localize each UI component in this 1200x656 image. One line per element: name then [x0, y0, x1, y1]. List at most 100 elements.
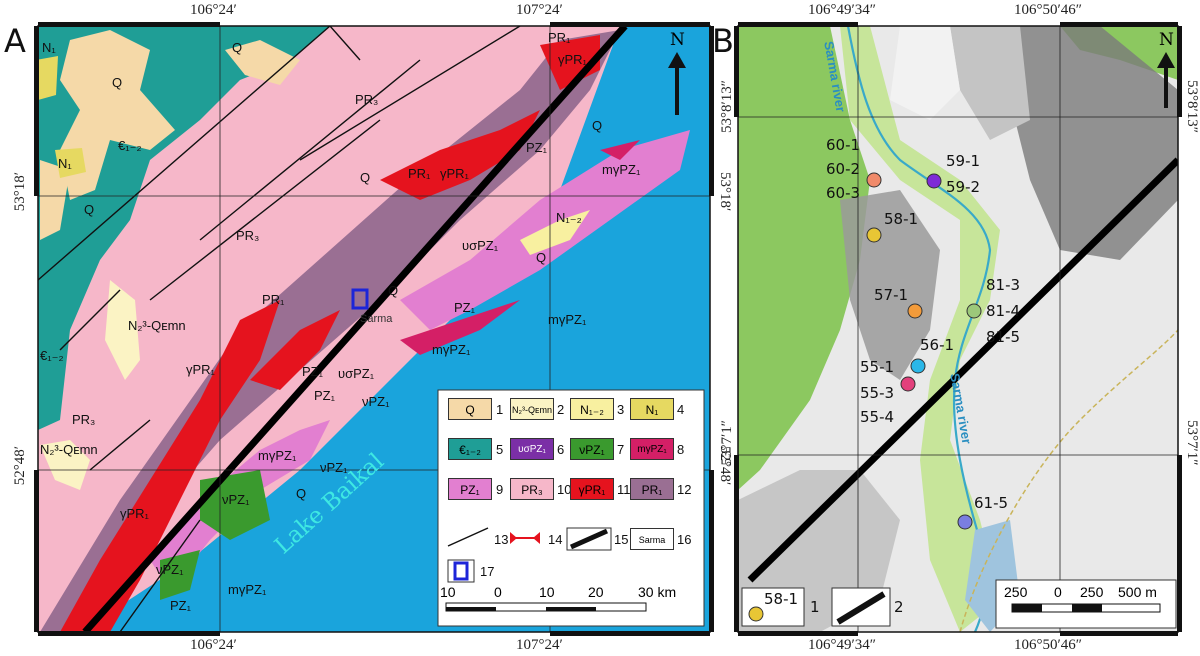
unit-q-1: Q — [112, 75, 123, 90]
sample-label-81-3: 81-3 — [986, 276, 1021, 294]
sample-label-57-1: 57-1 — [874, 286, 909, 304]
north-label-b: N — [1159, 30, 1174, 50]
sample-label-59-2: 59-2 — [946, 178, 981, 196]
sample-label-61-5: 61-5 — [974, 494, 1009, 512]
unit-q-3: Q — [232, 40, 243, 55]
legend-num-6: 6 — [557, 442, 565, 457]
unit-pr1-1: PR₁ — [548, 30, 571, 45]
legend-swatch-1: Q — [448, 398, 492, 420]
scale-b-0: 250 — [1004, 584, 1028, 600]
legend-num-11: 11 — [617, 482, 631, 497]
unit-mgpz1-3: mγPZ₁ — [432, 342, 471, 357]
unit-pz1-1: PZ₁ — [526, 140, 547, 155]
lat-left-1: 53°18′ — [12, 172, 28, 212]
sample-points — [866, 172, 982, 530]
b-lon-top-2: 106°50′46″ — [1014, 2, 1083, 18]
legend-num-13: 13 — [494, 532, 509, 547]
unit-mgpz1-1: mγPZ₁ — [602, 162, 641, 177]
legend-num-4: 4 — [677, 402, 685, 417]
north-label-a: N — [670, 30, 685, 50]
legend-swatch-5: €₁₋₂ — [448, 438, 492, 460]
unit-gpr1-2: γPR₁ — [440, 166, 469, 181]
sample-label-55-3: 55-3 — [860, 384, 895, 402]
sample-label-60-1: 60-1 — [826, 136, 861, 154]
legend-swatch-16: Sarma — [630, 528, 674, 550]
unit-pz1-5: PZ₁ — [170, 598, 191, 613]
scale-a-4: 30 km — [638, 584, 677, 600]
legend-swatch-3: N₁₋₂ — [570, 398, 614, 420]
place-sarma: Sarma — [360, 313, 393, 325]
legend-swatch-12: PR₁ — [630, 478, 674, 500]
unit-q-2: Q — [84, 202, 95, 217]
legend-num-3: 3 — [617, 402, 625, 417]
unit-n12: N₁₋₂ — [556, 210, 582, 225]
unit-vpz1-3: νPZ₁ — [222, 492, 250, 507]
legend-num-14: 14 — [548, 532, 563, 547]
legend-num-2: 2 — [557, 402, 565, 417]
legend-swatch-11: γPR₁ — [570, 478, 614, 500]
legend-b-sample: 58-1 — [764, 590, 799, 608]
unit-nq-2: N₂³-Qᴇmn — [40, 442, 98, 457]
unit-nq-1: N₂³-Qᴇmn — [128, 318, 186, 333]
scale-b-3: 500 m — [1118, 584, 1157, 600]
scale-b-2: 250 — [1080, 584, 1104, 600]
legend-swatch-2: N₂³-Qᴇmn — [510, 398, 554, 420]
legend-swatch-7: νPZ₁ — [570, 438, 614, 460]
legend-swatch-4: N₁ — [630, 398, 674, 420]
panel-a-letter: A — [4, 22, 26, 60]
unit-gpr1-4: γPR₁ — [120, 506, 149, 521]
sample-label-55-1: 55-1 — [860, 358, 895, 376]
unit-q-5: Q — [592, 118, 603, 133]
lat-right-2: 52°48′ — [717, 446, 733, 486]
sample-label-60-3: 60-3 — [826, 184, 861, 202]
sample-55-3-marker — [900, 376, 916, 392]
lon-bottom-2: 107°24′ — [516, 637, 563, 653]
unit-n1-2: N₁ — [58, 156, 72, 171]
sample-label-58-1: 58-1 — [884, 210, 919, 228]
unit-vspz1-1: υσPZ₁ — [462, 238, 499, 253]
unit-vpz1-1: νPZ₁ — [362, 394, 390, 409]
unit-q-4: Q — [360, 170, 371, 185]
sample-label-55-4: 55-4 — [860, 408, 895, 426]
unit-vspz1-2: υσPZ₁ — [338, 366, 375, 381]
legend-num-7: 7 — [617, 442, 625, 457]
legend-num-16: 16 — [677, 532, 692, 547]
unit-pr3-2: PR₃ — [236, 228, 260, 243]
scale-b-1: 0 — [1054, 584, 1062, 600]
legend-swatch-9: PZ₁ — [448, 478, 492, 500]
b-lat-right-1: 53°8′13″ — [1184, 80, 1200, 134]
unit-c12-1: €₁₋₂ — [118, 138, 142, 153]
lat-left-2: 52°48′ — [12, 446, 28, 486]
legend-num-15: 15 — [614, 532, 629, 547]
legend-symbols — [437, 389, 705, 627]
unit-pr1-2: PR₁ — [408, 166, 431, 181]
unit-pr3-3: PR₃ — [72, 412, 96, 427]
north-arrow-a — [668, 52, 686, 115]
unit-n1-1: N₁ — [42, 40, 56, 55]
sample-57-1-marker — [907, 303, 923, 319]
unit-vpz1-4: νPZ₁ — [156, 562, 184, 577]
legend-num-5: 5 — [496, 442, 504, 457]
sample-60-2-marker — [866, 172, 882, 188]
sample-61-5-marker — [957, 514, 973, 530]
legend-swatch-8: mγPZ₁ — [630, 438, 674, 460]
unit-mgpz1-4: mγPZ₁ — [258, 448, 297, 463]
scale-a-0: 10 — [440, 584, 456, 600]
unit-c12-2: €₁₋₂ — [40, 348, 64, 363]
legend-b — [741, 579, 1177, 629]
lat-right-1: 53°18′ — [717, 172, 733, 212]
sample-label-56-1: 56-1 — [920, 336, 955, 354]
unit-pr3-1: PR₃ — [355, 92, 379, 107]
unit-pr1-3: PR₁ — [262, 292, 285, 307]
unit-gpr1-3: γPR₁ — [186, 362, 215, 377]
sample-label-60-2: 60-2 — [826, 160, 861, 178]
legend-b-num-1: 1 — [810, 598, 820, 616]
scale-a-2: 10 — [539, 584, 555, 600]
legend-num-1: 1 — [496, 402, 504, 417]
unit-vpz1-2: νPZ₁ — [320, 460, 348, 475]
lon-top-2: 107°24′ — [516, 2, 563, 18]
legend-num-10: 10 — [557, 482, 572, 497]
unit-q-7: Q — [388, 283, 399, 298]
sample-81-4-marker — [966, 303, 982, 319]
unit-mgpz1-2: mγPZ₁ — [548, 312, 587, 327]
